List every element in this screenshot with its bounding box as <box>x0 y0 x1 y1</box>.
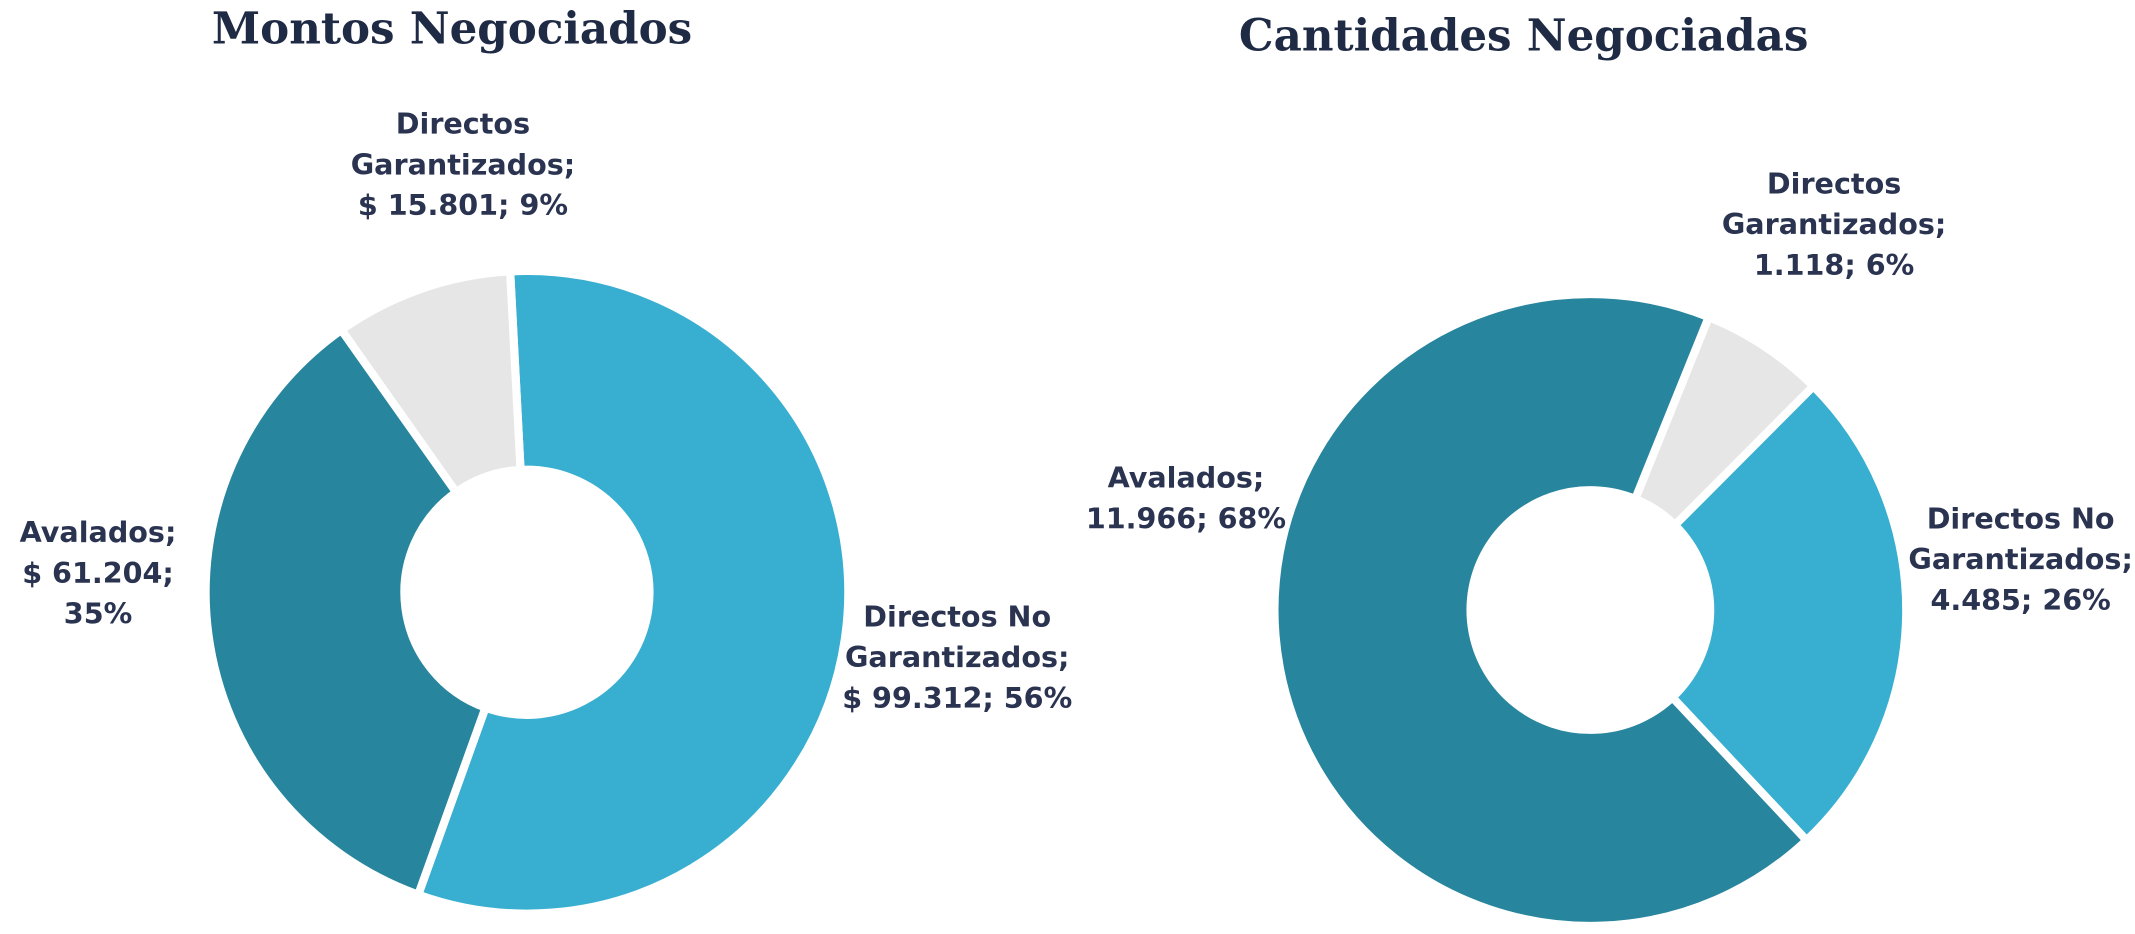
percent-label: 26% <box>2042 584 2111 617</box>
percent-label: 9% <box>519 189 569 222</box>
amount-label: 4.485; <box>1930 584 2033 617</box>
category-name: Directos No Garantizados; <box>844 600 1070 674</box>
category-name: Directos Garantizados; <box>350 107 576 182</box>
donut-slice <box>335 267 525 498</box>
amount-label: $ 61.204; <box>22 556 174 590</box>
percent-label: 68% <box>1217 502 1287 536</box>
slice-label: Directos No Garantizados; 4.485; 26% <box>1901 498 2135 621</box>
chart-title: Montos Negociados <box>211 2 693 55</box>
donut-slice <box>1270 290 1813 930</box>
donut-slice <box>413 266 853 918</box>
amount-label: 1.118; <box>1753 249 1856 282</box>
slice-label: Directos Garantizados; $ 15.801; 9% <box>347 103 578 226</box>
donut-slice <box>201 324 491 900</box>
category-name: Avalados; <box>1107 461 1265 495</box>
amount-label: $ 99.312; <box>842 682 994 715</box>
donut-slice <box>1666 380 1911 847</box>
percent-label: 35% <box>63 597 133 631</box>
chart-title: Cantidades Negociadas <box>1238 9 1809 62</box>
slice-label: Avalados; $ 61.204; 35% <box>16 512 179 635</box>
category-name: Directos No Garantizados; <box>1908 502 2133 576</box>
amount-label: 11.966; <box>1085 502 1208 536</box>
category-name: Directos Garantizados; <box>1721 167 1947 242</box>
percent-label: 6% <box>1865 249 1915 282</box>
percent-label: 56% <box>1003 682 1073 715</box>
slice-label: Directos Garantizados; 1.118; 6% <box>1718 163 1949 286</box>
category-name: Avalados; <box>19 516 177 549</box>
amount-label: $ 15.801; <box>357 189 510 222</box>
slice-label: Avalados; 11.966; 68% <box>1084 458 1288 540</box>
slice-label: Directos No Garantizados; $ 99.312; 56% <box>838 596 1076 719</box>
